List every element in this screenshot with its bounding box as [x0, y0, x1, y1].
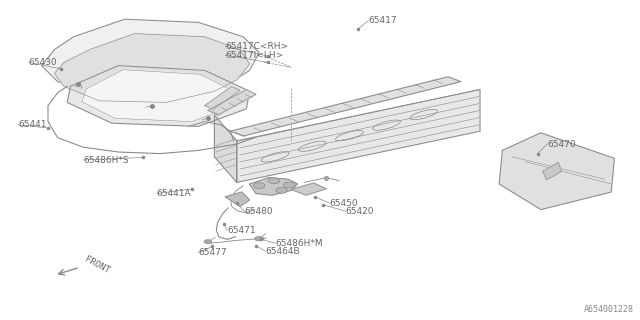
- Polygon shape: [54, 34, 250, 102]
- Polygon shape: [237, 90, 480, 182]
- Polygon shape: [214, 115, 237, 182]
- Text: 65480: 65480: [244, 207, 273, 216]
- Text: 65417C<RH>: 65417C<RH>: [225, 42, 289, 51]
- Polygon shape: [205, 86, 240, 109]
- Text: 65417I<LH>: 65417I<LH>: [225, 51, 284, 60]
- Text: 65471: 65471: [227, 226, 256, 235]
- Text: 65430: 65430: [29, 58, 58, 67]
- Polygon shape: [230, 77, 461, 136]
- Polygon shape: [208, 90, 256, 115]
- Circle shape: [255, 236, 264, 241]
- Polygon shape: [250, 178, 298, 195]
- Text: FRONT: FRONT: [83, 255, 111, 276]
- Circle shape: [284, 182, 295, 188]
- Circle shape: [268, 178, 280, 184]
- Polygon shape: [543, 163, 562, 180]
- Text: 65420: 65420: [346, 207, 374, 216]
- Polygon shape: [82, 70, 236, 122]
- Polygon shape: [499, 133, 614, 210]
- Text: 65441A: 65441A: [157, 189, 191, 198]
- Polygon shape: [225, 192, 250, 206]
- Text: 65477: 65477: [198, 248, 227, 257]
- Circle shape: [204, 240, 212, 244]
- Text: 65470: 65470: [547, 140, 576, 148]
- Polygon shape: [42, 19, 259, 99]
- Circle shape: [276, 188, 287, 193]
- Text: A654001228: A654001228: [584, 305, 634, 314]
- Circle shape: [253, 183, 265, 188]
- Polygon shape: [67, 66, 250, 126]
- Text: 65441: 65441: [18, 120, 47, 129]
- Polygon shape: [291, 183, 326, 195]
- Text: 65450: 65450: [330, 199, 358, 208]
- Text: 65464B: 65464B: [266, 247, 300, 256]
- Text: 65417: 65417: [368, 16, 397, 25]
- Text: 65486H*S: 65486H*S: [83, 156, 129, 164]
- Text: 65486H*M: 65486H*M: [275, 239, 323, 248]
